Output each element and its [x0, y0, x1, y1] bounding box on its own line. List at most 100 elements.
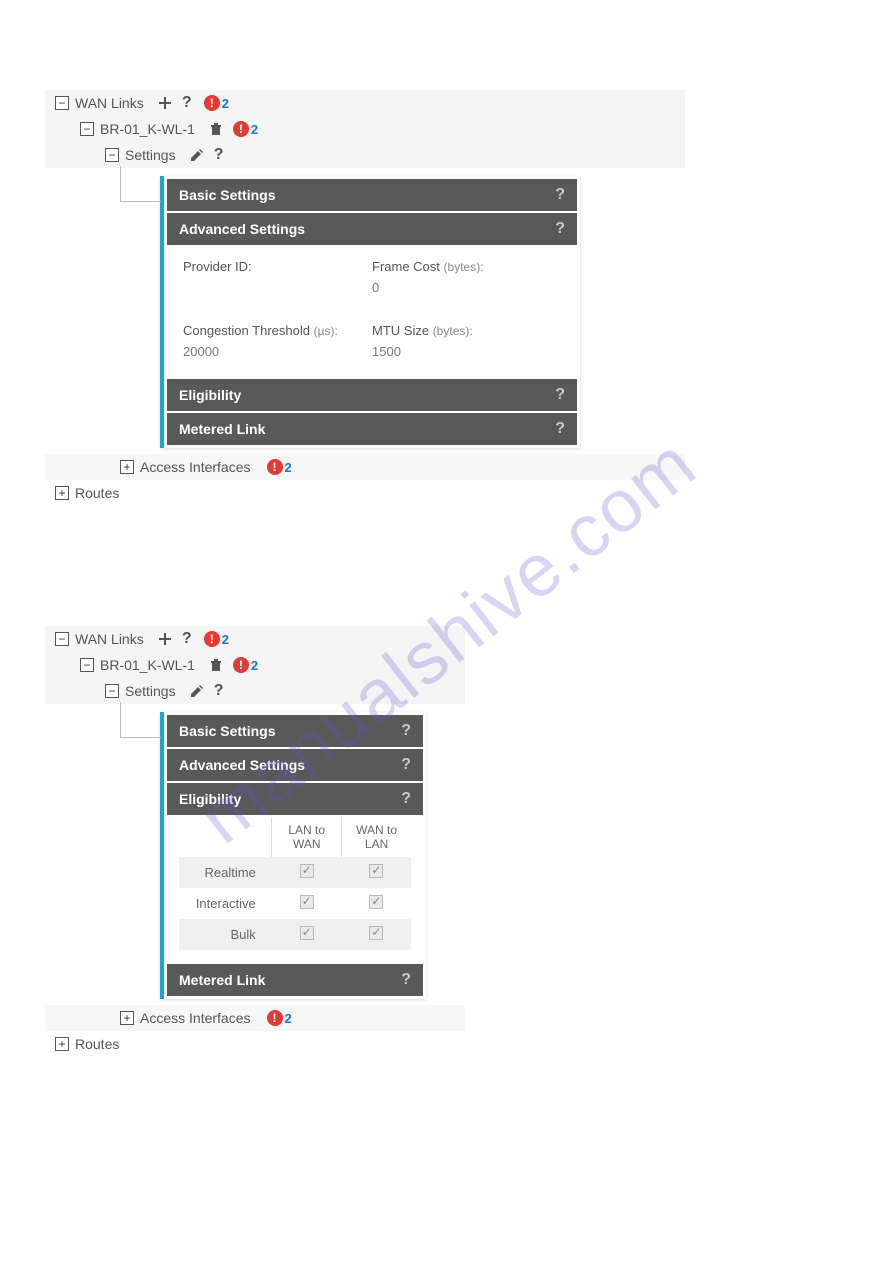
- access-interfaces-label: Access Interfaces: [140, 1010, 251, 1026]
- alert-count: 2: [251, 658, 258, 673]
- settings-panel-wrap: Basic Settings ? Advanced Settings ? Pro…: [160, 176, 685, 448]
- help-icon[interactable]: ?: [555, 420, 565, 438]
- collapse-icon[interactable]: −: [80, 658, 94, 672]
- settings-label: Settings: [125, 147, 176, 163]
- col-wan-to-lan: WAN to LAN: [342, 817, 411, 857]
- help-icon[interactable]: ?: [210, 146, 228, 164]
- help-icon[interactable]: ?: [555, 186, 565, 204]
- eligibility-title: Eligibility: [179, 387, 241, 403]
- expand-icon[interactable]: +: [55, 1037, 69, 1051]
- advanced-settings-title: Advanced Settings: [179, 757, 305, 773]
- alert-icon: !: [204, 631, 220, 647]
- add-icon[interactable]: [156, 630, 174, 648]
- expand-icon[interactable]: +: [120, 460, 134, 474]
- routes-label: Routes: [75, 1036, 119, 1052]
- alert-icon: !: [204, 95, 220, 111]
- tree-block-2: − WAN Links ? ! 2 − BR-01_K-WL-1 ! 2 −: [45, 626, 465, 1057]
- alert-badge[interactable]: ! 2: [204, 95, 229, 111]
- checkbox-bulk-wtl[interactable]: [369, 926, 383, 940]
- table-row: Interactive: [179, 888, 411, 919]
- help-icon[interactable]: ?: [555, 386, 565, 404]
- add-icon[interactable]: [156, 94, 174, 112]
- help-icon[interactable]: ?: [401, 971, 411, 989]
- help-icon[interactable]: ?: [178, 630, 196, 648]
- alert-badge[interactable]: ! 2: [204, 631, 229, 647]
- metered-link-header[interactable]: Metered Link ?: [167, 413, 577, 445]
- alert-count: 2: [285, 460, 292, 475]
- br-row: − BR-01_K-WL-1 ! 2: [45, 652, 465, 678]
- alert-count: 2: [285, 1011, 292, 1026]
- eligibility-body: LAN to WAN WAN to LAN Realtime I: [167, 817, 423, 962]
- alert-badge[interactable]: ! 2: [233, 657, 258, 673]
- help-icon[interactable]: ?: [401, 790, 411, 808]
- wan-links-row: − WAN Links ? ! 2: [45, 90, 685, 116]
- expand-icon[interactable]: +: [55, 486, 69, 500]
- table-row: Realtime: [179, 857, 411, 888]
- frame-cost-value: 0: [372, 280, 561, 295]
- settings-label: Settings: [125, 683, 176, 699]
- delete-icon[interactable]: [207, 120, 225, 138]
- frame-cost-label: Frame Cost (bytes):: [372, 259, 561, 274]
- expand-icon[interactable]: +: [120, 1011, 134, 1025]
- help-icon[interactable]: ?: [210, 682, 228, 700]
- advanced-settings-header[interactable]: Advanced Settings ?: [167, 213, 577, 245]
- eligibility-header[interactable]: Eligibility ?: [167, 783, 423, 815]
- advanced-settings-title: Advanced Settings: [179, 221, 305, 237]
- checkbox-bulk-ltw[interactable]: [300, 926, 314, 940]
- checkbox-realtime-wtl[interactable]: [369, 864, 383, 878]
- alert-icon: !: [267, 1010, 283, 1026]
- mtu-label: MTU Size (bytes):: [372, 323, 561, 338]
- advanced-settings-header[interactable]: Advanced Settings ?: [167, 749, 423, 781]
- provider-id-label: Provider ID:: [183, 259, 372, 274]
- wan-links-label: WAN Links: [75, 95, 144, 111]
- help-icon[interactable]: ?: [401, 722, 411, 740]
- collapse-icon[interactable]: −: [80, 122, 94, 136]
- help-icon[interactable]: ?: [178, 94, 196, 112]
- congestion-label: Congestion Threshold (µs):: [183, 323, 372, 338]
- help-icon[interactable]: ?: [401, 756, 411, 774]
- alert-badge[interactable]: ! 2: [233, 121, 258, 137]
- settings-panel: Basic Settings ? Advanced Settings ? Eli…: [160, 712, 426, 999]
- basic-settings-header[interactable]: Basic Settings ?: [167, 715, 423, 747]
- row-label: Interactive: [179, 888, 272, 919]
- routes-row: + Routes: [45, 1031, 465, 1057]
- alert-icon: !: [233, 657, 249, 673]
- wan-links-label: WAN Links: [75, 631, 144, 647]
- wan-links-row: − WAN Links ? ! 2: [45, 626, 465, 652]
- br-label: BR-01_K-WL-1: [100, 657, 195, 673]
- basic-settings-header[interactable]: Basic Settings ?: [167, 179, 577, 211]
- edit-icon[interactable]: [188, 146, 206, 164]
- collapse-icon[interactable]: −: [105, 684, 119, 698]
- eligibility-title: Eligibility: [179, 791, 241, 807]
- help-icon[interactable]: ?: [555, 220, 565, 238]
- edit-icon[interactable]: [188, 682, 206, 700]
- br-label: BR-01_K-WL-1: [100, 121, 195, 137]
- settings-panel-wrap: Basic Settings ? Advanced Settings ? Eli…: [160, 712, 465, 999]
- row-label: Realtime: [179, 857, 272, 888]
- congestion-value: 20000: [183, 344, 372, 359]
- collapse-icon[interactable]: −: [105, 148, 119, 162]
- collapse-icon[interactable]: −: [55, 96, 69, 110]
- metered-link-header[interactable]: Metered Link ?: [167, 964, 423, 996]
- settings-row: − Settings ?: [45, 678, 465, 704]
- alert-badge[interactable]: ! 2: [267, 1010, 292, 1026]
- checkbox-interactive-wtl[interactable]: [369, 895, 383, 909]
- alert-icon: !: [233, 121, 249, 137]
- delete-icon[interactable]: [207, 656, 225, 674]
- eligibility-header[interactable]: Eligibility ?: [167, 379, 577, 411]
- metered-link-title: Metered Link: [179, 421, 265, 437]
- alert-count: 2: [222, 96, 229, 111]
- row-label: Bulk: [179, 919, 272, 950]
- advanced-settings-body: Provider ID: Frame Cost (bytes): 0: [167, 247, 577, 377]
- alert-badge[interactable]: ! 2: [267, 459, 292, 475]
- checkbox-interactive-ltw[interactable]: [300, 895, 314, 909]
- access-interfaces-label: Access Interfaces: [140, 459, 251, 475]
- access-interfaces-row: + Access Interfaces ! 2: [45, 1005, 465, 1031]
- routes-label: Routes: [75, 485, 119, 501]
- basic-settings-title: Basic Settings: [179, 187, 275, 203]
- checkbox-realtime-ltw[interactable]: [300, 864, 314, 878]
- collapse-icon[interactable]: −: [55, 632, 69, 646]
- alert-icon: !: [267, 459, 283, 475]
- alert-count: 2: [222, 632, 229, 647]
- table-row: Bulk: [179, 919, 411, 950]
